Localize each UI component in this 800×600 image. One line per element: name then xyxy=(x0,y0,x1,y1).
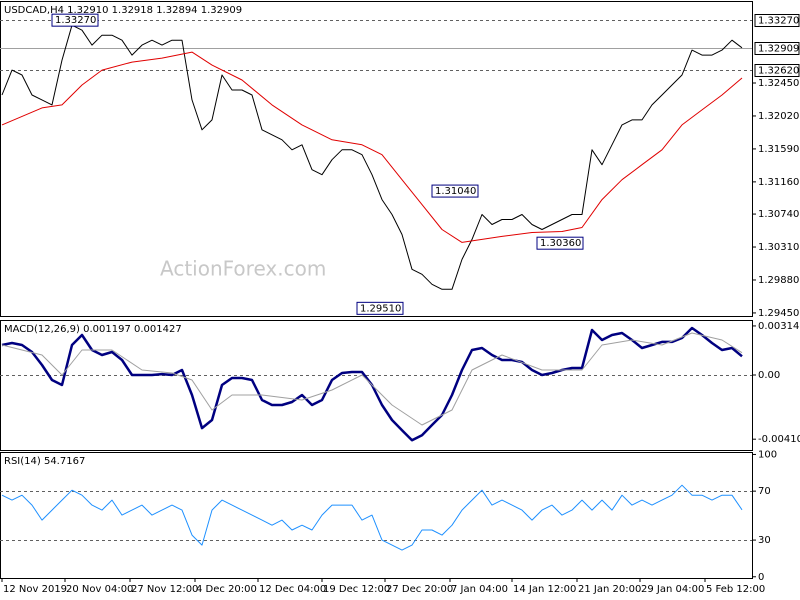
y-tick-label: 0.00314 xyxy=(758,321,799,332)
x-tick-label: 20 Nov 04:00 xyxy=(66,584,133,595)
series-line xyxy=(1,332,743,426)
series-line xyxy=(1,484,743,551)
y-tick-label: 100 xyxy=(758,449,777,460)
y-tick-label: 1.32020 xyxy=(758,111,799,122)
series-line xyxy=(1,24,743,290)
y-tick-label: 1.30310 xyxy=(758,242,799,253)
x-tick-label: 12 Nov 2019 xyxy=(3,584,67,595)
x-tick-label: 7 Jan 04:00 xyxy=(451,584,508,595)
y-tick-label: 1.31590 xyxy=(758,144,799,155)
x-tick-label: 21 Jan 20:00 xyxy=(578,584,641,595)
panel-title: USDCAD,H4 1.32910 1.32918 1.32894 1.3290… xyxy=(4,5,242,16)
series-line xyxy=(1,51,743,243)
x-tick-label: 27 Nov 12:00 xyxy=(131,584,198,595)
level-label: 1.32909 xyxy=(758,44,799,55)
level-label-box xyxy=(754,42,800,55)
y-tick-label: 1.31160 xyxy=(758,177,799,188)
annotation-box xyxy=(431,184,479,198)
x-tick-label: 5 Feb 12:00 xyxy=(706,584,765,595)
level-label-box xyxy=(754,14,800,27)
y-tick-label: 1.32450 xyxy=(758,78,799,89)
level-label-box xyxy=(754,64,800,77)
panel-frame xyxy=(0,1,753,317)
y-tick-label: 70 xyxy=(758,486,771,497)
y-tick-label: 0 xyxy=(758,572,764,583)
y-tick-label: 1.30740 xyxy=(758,209,799,220)
x-tick-label: 12 Dec 04:00 xyxy=(259,584,326,595)
y-tick-label: 30 xyxy=(758,535,771,546)
annotation-label: 1.31040 xyxy=(435,186,476,197)
annotation-box xyxy=(536,236,584,250)
level-label: 1.33270 xyxy=(758,16,799,27)
y-tick-label: -0.004108 xyxy=(758,434,800,445)
x-tick-label: 14 Jan 12:00 xyxy=(513,584,576,595)
annotation-label: 1.29510 xyxy=(360,303,401,314)
annotation-label: 1.30360 xyxy=(540,238,581,249)
x-tick-label: 29 Jan 04:00 xyxy=(641,584,704,595)
level-label: 1.32620 xyxy=(758,66,799,77)
annotation-label: 1.33270 xyxy=(55,15,96,26)
panel-title: MACD(12,26,9) 0.001197 0.001427 xyxy=(4,324,182,335)
y-tick-label: 1.29880 xyxy=(758,275,799,286)
watermark: ActionForex.com xyxy=(160,257,326,281)
panel-frame xyxy=(0,320,753,451)
annotation-box xyxy=(51,13,99,27)
y-tick-label: 1.29450 xyxy=(758,308,799,319)
annotation-box xyxy=(356,301,404,315)
panel-frame xyxy=(0,452,753,579)
panel-title: RSI(14) 54.7167 xyxy=(4,456,85,467)
y-tick-label: 0.00 xyxy=(758,370,780,381)
x-tick-label: 19 Dec 12:00 xyxy=(323,584,390,595)
x-tick-label: 4 Dec 20:00 xyxy=(196,584,257,595)
x-tick-label: 27 Dec 20:00 xyxy=(386,584,453,595)
